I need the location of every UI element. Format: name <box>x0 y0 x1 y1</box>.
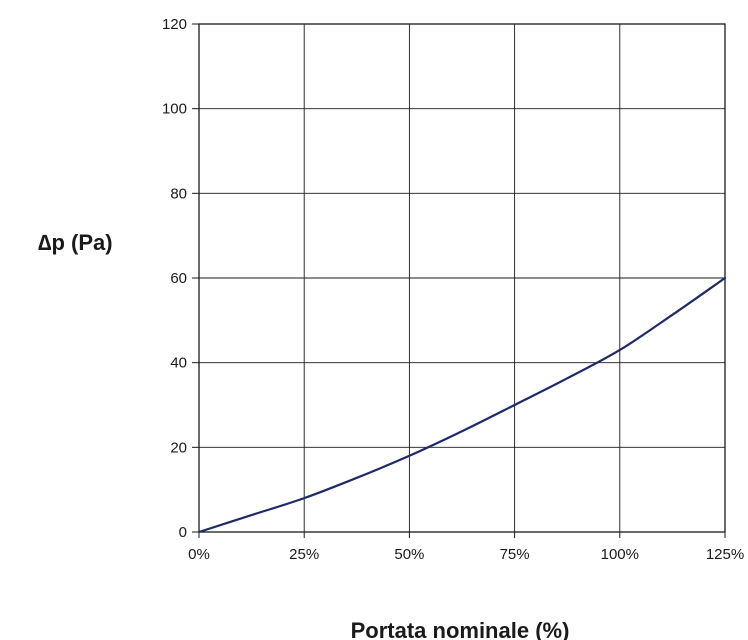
y-tick-label-0: 0 <box>179 524 187 541</box>
y-axis-title: ∆p (Pa) <box>38 230 113 255</box>
x-axis-title: Portata nominale (%) <box>351 618 570 640</box>
y-tick-label-2: 40 <box>170 355 187 372</box>
x-tick-label-4: 100% <box>601 546 639 563</box>
y-tick-label-1: 20 <box>170 439 187 456</box>
x-tick-label-2: 50% <box>394 546 424 563</box>
y-tick-label-4: 80 <box>170 185 187 202</box>
x-tick-label-3: 75% <box>500 546 530 563</box>
x-tick-label-1: 25% <box>289 546 319 563</box>
x-tick-label-5: 125% <box>706 546 744 563</box>
series-line-0 <box>197 276 727 534</box>
y-tick-label-6: 120 <box>162 16 187 33</box>
y-axis-ticks: 0 20 40 60 80 100 120 <box>162 16 199 541</box>
x-axis-ticks: 0% 25% 50% 75% 100% 125% <box>188 532 744 563</box>
x-tick-label-0: 0% <box>188 546 210 563</box>
y-tick-label-3: 60 <box>170 270 187 287</box>
series-layer <box>197 276 727 534</box>
y-tick-label-5: 100 <box>162 101 187 118</box>
